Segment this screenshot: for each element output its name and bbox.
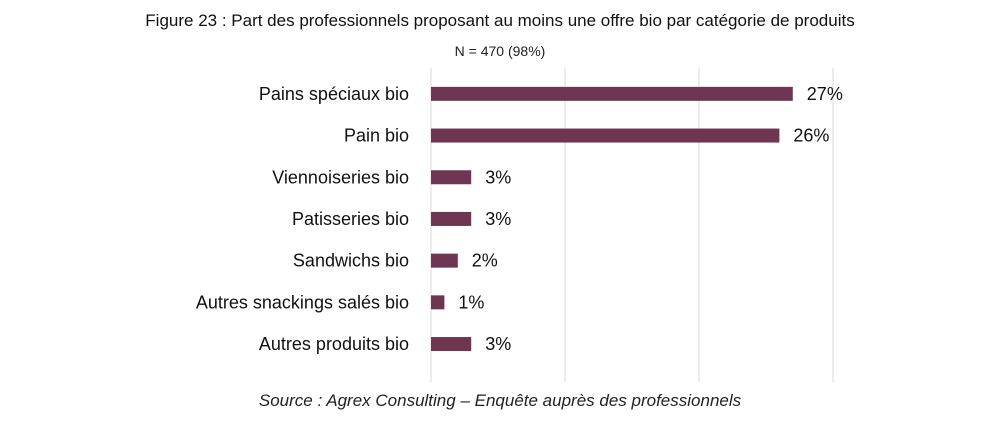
bar	[431, 170, 472, 185]
data-label: 26%	[793, 126, 829, 146]
data-label: 3%	[485, 334, 511, 354]
bar	[431, 128, 780, 143]
data-label: 1%	[458, 292, 484, 312]
chart-title: Figure 23 : Part des professionnels prop…	[145, 11, 855, 30]
bars	[431, 86, 793, 352]
chart-source: Source : Agrex Consulting – Enquête aupr…	[258, 391, 742, 410]
category-label: Autres produits bio	[259, 334, 409, 354]
category-label: Patisseries bio	[292, 209, 409, 229]
category-label: Pain bio	[344, 126, 409, 146]
labels: Pains spéciaux bio 27% Pain bio 26% Viennois…	[196, 84, 843, 354]
data-label: 3%	[485, 209, 511, 229]
data-label: 2%	[472, 251, 498, 271]
bar	[431, 86, 793, 101]
bar	[431, 211, 472, 226]
category-label: Autres snackings salés bio	[196, 292, 409, 312]
bar	[431, 295, 445, 310]
category-label: Sandwichs bio	[293, 251, 409, 271]
data-label: 3%	[485, 167, 511, 187]
bar	[431, 337, 472, 352]
bar	[431, 253, 458, 268]
category-label: Pains spéciaux bio	[259, 84, 409, 104]
category-label: Viennoiseries bio	[272, 167, 409, 187]
chart-subtitle: N = 470 (98%)	[454, 43, 546, 59]
data-label: 27%	[807, 84, 843, 104]
